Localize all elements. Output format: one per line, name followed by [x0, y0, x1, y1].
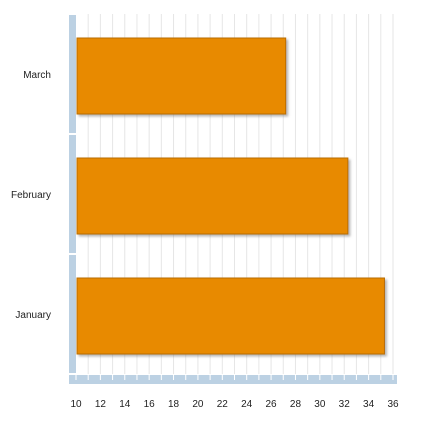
y-tick-label: January: [15, 310, 51, 321]
x-tick-label: 20: [192, 399, 204, 410]
y-axis-segment: [69, 255, 76, 373]
y-tick-label: February: [11, 190, 51, 201]
x-tick-label: 30: [314, 399, 326, 410]
labels: January February March 10 12 14 16 18 20 22 24 26 28…: [11, 70, 399, 410]
x-tick-label: 18: [168, 399, 180, 410]
y-axis-segment: [69, 15, 76, 133]
y-tick-label: March: [23, 70, 51, 81]
x-tick-label: 12: [95, 399, 107, 410]
x-tick-label: 24: [241, 399, 253, 410]
x-axis-band: [69, 375, 397, 384]
bar-february: [76, 157, 349, 235]
x-tick-label: 28: [290, 399, 302, 410]
axes: [69, 15, 397, 384]
x-tick-label: 22: [217, 399, 229, 410]
x-tick-label: 10: [70, 399, 82, 410]
x-tick-label: 32: [339, 399, 351, 410]
y-axis-segment: [69, 135, 76, 253]
bar-january: [76, 277, 385, 355]
bars: [76, 37, 385, 355]
x-tick-label: 14: [119, 399, 131, 410]
bar-march: [76, 37, 287, 115]
x-tick-label: 16: [144, 399, 156, 410]
x-tick-label: 36: [387, 399, 399, 410]
x-tick-label: 34: [363, 399, 375, 410]
x-tick-label: 26: [266, 399, 278, 410]
